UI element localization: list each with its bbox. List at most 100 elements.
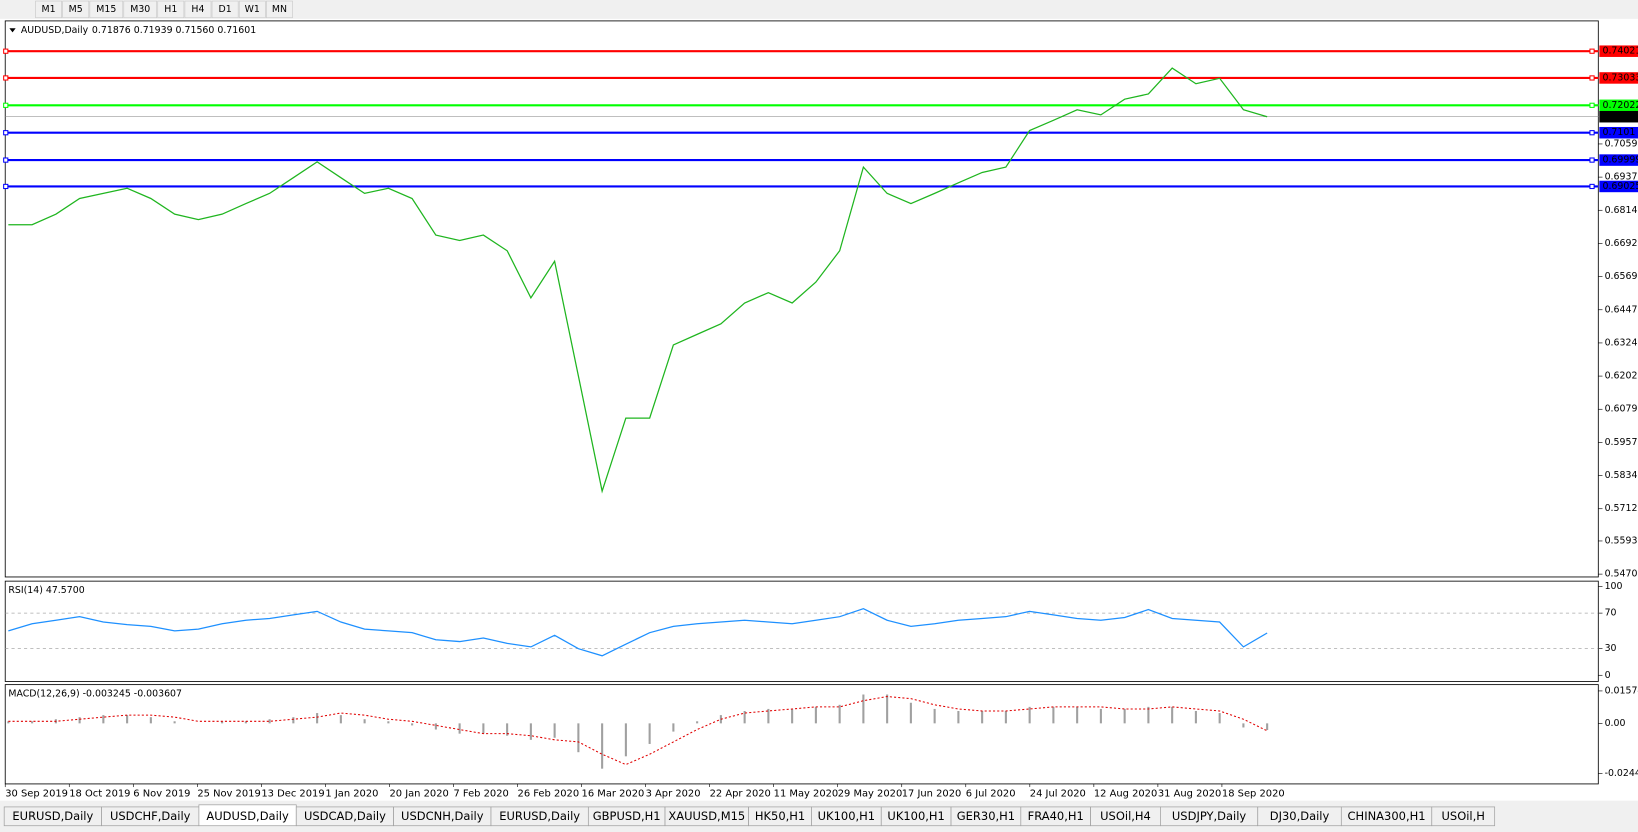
timeframe-label[interactable]: M15 — [96, 4, 116, 15]
level-handle[interactable] — [1589, 102, 1595, 108]
timeframe-label[interactable]: M30 — [130, 4, 150, 15]
timeframe-button[interactable] — [238, 0, 266, 19]
level-label-box — [1599, 99, 1638, 112]
date-label: 12 Aug 2020 — [1094, 788, 1157, 799]
tab-label[interactable]: UK100,H1 — [818, 809, 875, 823]
level-label: 0.73033 — [1602, 72, 1638, 83]
date-label: 7 Feb 2020 — [453, 788, 508, 799]
date-label: 29 May 2020 — [838, 788, 903, 799]
timeframe-button[interactable] — [157, 0, 185, 19]
timeframe-label[interactable]: W1 — [245, 4, 260, 15]
menu-arrow[interactable] — [9, 28, 16, 33]
level-handle[interactable] — [3, 75, 9, 81]
tab-label[interactable]: USDJPY,Daily — [1172, 809, 1247, 823]
timeframe-button[interactable] — [211, 0, 239, 19]
signal-line — [8, 696, 1268, 766]
level-label-box — [1599, 180, 1638, 193]
tab-label[interactable]: EURUSD,Daily — [12, 809, 93, 823]
tab-label[interactable]: GBPUSD,H1 — [593, 809, 661, 823]
tab-label[interactable]: DJ30,Daily — [1270, 809, 1330, 823]
date-label: 20 Jan 2020 — [389, 788, 448, 799]
date-label: 22 Apr 2020 — [710, 788, 771, 799]
y-tick-label: 0.65695 — [1605, 271, 1638, 282]
date-label: 30 Sep 2019 — [5, 788, 68, 799]
y-tick-label: -0.02441 — [1605, 768, 1638, 779]
level-handle[interactable] — [3, 130, 9, 136]
timeframe-label[interactable]: M1 — [42, 4, 56, 15]
last-price-box — [1599, 110, 1638, 123]
date-label: 18 Sep 2020 — [1222, 788, 1285, 799]
level-label-box — [1599, 72, 1638, 84]
y-tick-label: 0 — [1605, 670, 1611, 681]
toolbar — [0, 0, 1638, 19]
date-label: 1 Jan 2020 — [325, 788, 378, 799]
level-handle[interactable] — [3, 102, 9, 108]
tab-label[interactable]: CHINA300,H1 — [1348, 809, 1426, 823]
timeframe-button[interactable] — [266, 0, 293, 19]
y-tick-label: 0.60795 — [1605, 404, 1638, 415]
tab-label[interactable]: HK50,H1 — [755, 809, 805, 823]
level-label-box — [1599, 126, 1638, 139]
tab-label[interactable]: GER30,H1 — [957, 809, 1015, 823]
timeframe-label[interactable]: MN — [272, 4, 287, 15]
timeframe-label[interactable]: H1 — [164, 4, 177, 15]
panel-title: RSI(14) 47.5700 — [8, 585, 84, 596]
macd-panel — [4, 684, 1599, 785]
timeframe-label[interactable]: M5 — [69, 4, 83, 15]
tab-label[interactable]: UK100,H1 — [887, 809, 944, 823]
level-handle[interactable] — [3, 157, 9, 163]
tab-label[interactable]: FRA40,H1 — [1028, 809, 1084, 823]
level-label-box — [1599, 45, 1638, 57]
price-line — [8, 67, 1268, 494]
date-label: 26 Feb 2020 — [518, 788, 580, 799]
tab-label[interactable]: AUDUSD,Daily — [206, 809, 289, 823]
level-handle[interactable] — [1589, 157, 1595, 163]
tab-label[interactable]: EURUSD,Daily — [499, 809, 580, 823]
date-label: 13 Dec 2019 — [261, 788, 324, 799]
y-tick-label: 0.68145 — [1605, 205, 1638, 216]
timeframe-button[interactable] — [89, 0, 124, 19]
level-handle[interactable] — [3, 183, 9, 190]
timeframe-button[interactable] — [62, 0, 90, 19]
timeframe-label[interactable]: D1 — [219, 4, 232, 15]
level-handle[interactable] — [3, 48, 9, 54]
timeframe-button[interactable] — [123, 0, 158, 19]
timeframe-button[interactable] — [184, 0, 212, 19]
level-handle[interactable] — [1589, 75, 1595, 81]
y-tick-label: 0.70595 — [1605, 138, 1638, 149]
level-label: 0.69025 — [1602, 181, 1638, 192]
date-label: 17 Jun 2020 — [902, 788, 962, 799]
date-label: 6 Jul 2020 — [966, 788, 1016, 799]
y-tick-label: 0.015741 — [1605, 685, 1638, 696]
y-tick-label: 0.58345 — [1605, 470, 1638, 481]
date-label: 16 Mar 2020 — [582, 788, 645, 799]
level-handle[interactable] — [1589, 48, 1595, 54]
level-handle[interactable] — [1589, 130, 1595, 136]
y-tick-label: 100 — [1605, 581, 1623, 592]
rsi-panel — [4, 580, 1599, 682]
timeframe-button[interactable] — [35, 0, 62, 19]
tab-label[interactable]: USDCAD,Daily — [304, 809, 386, 823]
tab-label[interactable]: USOil,H4 — [1100, 809, 1151, 823]
level-label: 0.69999 — [1602, 155, 1638, 166]
tab-label[interactable]: USDCNH,Daily — [401, 809, 484, 823]
tab[interactable] — [1431, 806, 1496, 827]
level-handle[interactable] — [1589, 183, 1595, 190]
date-label: 6 Nov 2019 — [133, 788, 190, 799]
level-label: 0.74021 — [1602, 46, 1638, 57]
date-label: 3 Apr 2020 — [646, 788, 701, 799]
timeframe-label[interactable]: H4 — [191, 4, 204, 15]
tab-label[interactable]: USOil,H — [1442, 809, 1485, 823]
tab-label[interactable]: USDCHF,Daily — [110, 809, 191, 823]
level-label: 0.72022 — [1602, 100, 1638, 111]
price-line — [8, 607, 1268, 657]
tab-label[interactable]: XAUUSD,M15 — [668, 809, 745, 823]
